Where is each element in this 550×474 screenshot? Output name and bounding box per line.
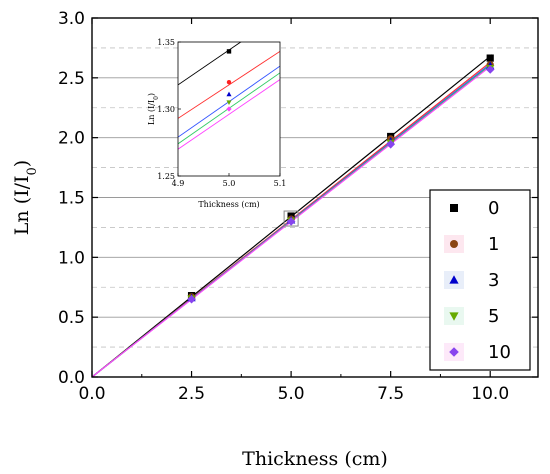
- y-tick-label: 1.0: [58, 248, 85, 268]
- y-tick-label: 2.0: [58, 129, 85, 149]
- legend-marker-0: [450, 204, 458, 212]
- x-tick-label: 0.0: [78, 384, 105, 404]
- y-axis-title: Ln (I/I0): [11, 160, 40, 235]
- inset-fit-line: [178, 79, 280, 150]
- data-point-series-0: [486, 54, 494, 62]
- legend-label-0: 0: [488, 198, 499, 219]
- y-tick-label: 0.0: [58, 368, 85, 388]
- inset-y-tick-label: 1.25: [157, 172, 175, 181]
- y-tick-label: 3.0: [58, 9, 85, 29]
- inset-data-point: [226, 49, 232, 54]
- inset-x-tick-label: 5.1: [274, 179, 287, 188]
- legend-marker-3: [449, 275, 459, 284]
- inset-y-axis-title-close: ): [147, 93, 156, 96]
- y-tick-label: 2.5: [58, 69, 85, 89]
- inset-fit-line: [178, 51, 280, 119]
- inset-data-point: [226, 100, 232, 105]
- data-point-series-10: [286, 217, 296, 226]
- x-tick-label: 10.0: [471, 384, 509, 404]
- legend-label-5: 5: [488, 306, 499, 327]
- x-tick-label: 5.0: [278, 384, 305, 404]
- inset-x-axis-title: Thickness (cm): [198, 200, 259, 209]
- data-point-series-10: [187, 294, 196, 304]
- x-tick-label: 7.5: [377, 384, 404, 404]
- inset-y-axis-title-main: Ln (I/I: [147, 100, 156, 125]
- tick-labels: 0.0 2.5 5.0 7.5 10.0 0.0 0.5 1.0 1.5 2.0 2.5 3.0: [58, 9, 509, 404]
- data-point-series-10: [386, 139, 395, 149]
- zoom-indicator-box: [283, 210, 299, 227]
- legend-marker-1: [450, 240, 458, 248]
- inset-y-axis-title-sub: 0: [153, 96, 160, 100]
- inset-y-tick-label: 1.35: [157, 38, 175, 47]
- data-point-series-10: [485, 65, 495, 74]
- axis-ticks: [91, 17, 538, 378]
- inset-x-tick-label: 4.9: [172, 179, 185, 188]
- inset-plot: 4.9 5.0 5.1 1.25 1.30 1.35 Thickness (cm) Ln (I…: [147, 38, 287, 209]
- y-tick-label: 1.5: [58, 189, 85, 209]
- legend: 0 1 3 5 10: [429, 189, 531, 371]
- x-axis-title: Thickness (cm): [242, 448, 388, 470]
- y-tick-label: 0.5: [58, 308, 85, 328]
- legend-label-1: 1: [488, 234, 499, 255]
- legend-marker-10: [449, 347, 459, 357]
- x-tick-label: 2.5: [178, 384, 205, 404]
- inset-data-point: [226, 106, 232, 112]
- inset-y-tick-label: 1.30: [157, 105, 175, 114]
- inset-x-tick-label: 5.0: [223, 179, 236, 188]
- inset-data-point: [226, 80, 232, 85]
- legend-label-10: 10: [488, 342, 511, 363]
- inset-data-point: [226, 91, 232, 97]
- data-points: [187, 54, 495, 304]
- inset-y-axis-title: Ln (I/I0): [147, 93, 160, 125]
- legend-label-3: 3: [488, 270, 499, 291]
- legend-marker-5: [449, 312, 459, 321]
